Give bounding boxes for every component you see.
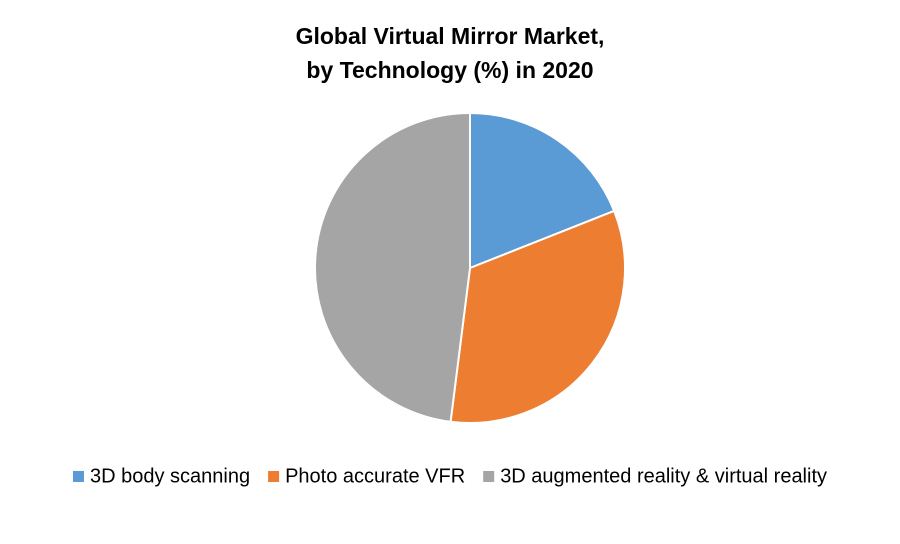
pie-slice bbox=[469, 111, 616, 270]
legend-label: Photo accurate VFR bbox=[285, 465, 465, 487]
legend-swatch bbox=[72, 471, 84, 482]
legend-label: 3D body scanning bbox=[90, 465, 250, 487]
legend-swatch bbox=[268, 471, 280, 482]
chart-title: Global Virtual Mirror Market, bbox=[296, 23, 605, 49]
pie-slice bbox=[313, 111, 471, 423]
pie-slice bbox=[449, 209, 626, 424]
legend-label: 3D augmented reality & virtual reality bbox=[500, 465, 827, 487]
chart-title: by Technology (%) in 2020 bbox=[306, 57, 593, 83]
legend-swatch bbox=[483, 471, 495, 482]
